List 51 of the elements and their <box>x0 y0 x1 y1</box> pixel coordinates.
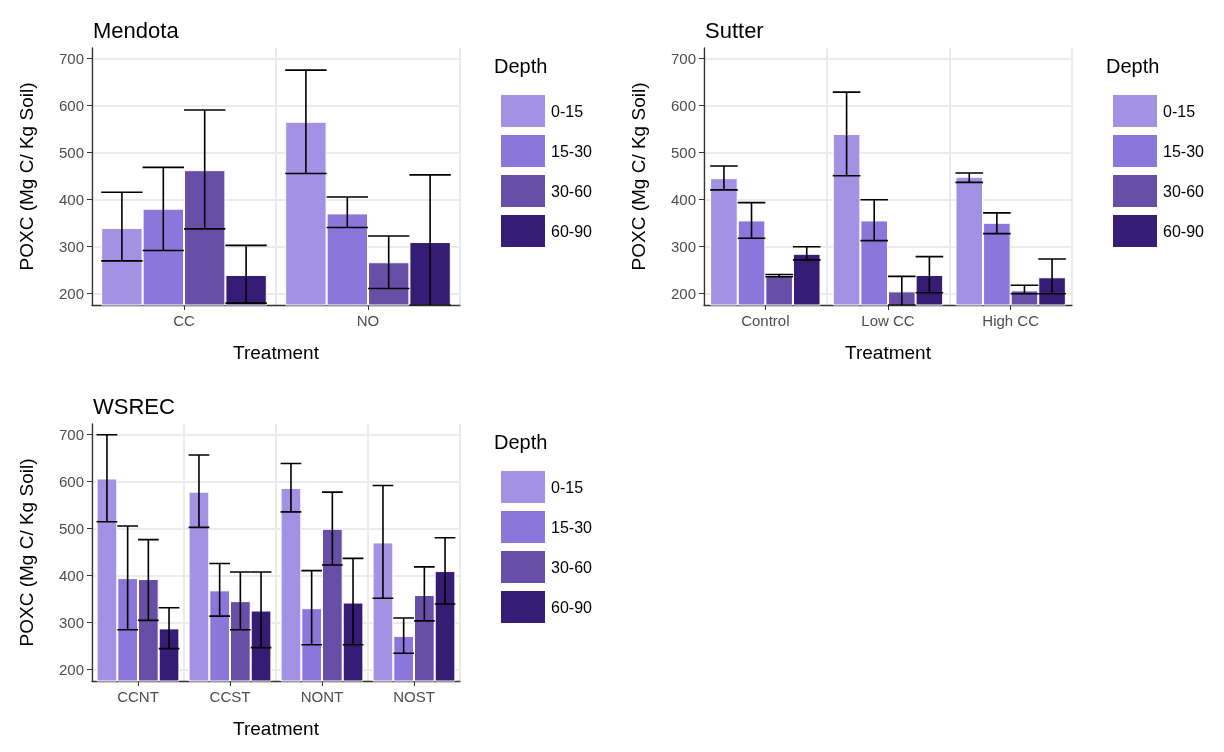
y-tick-label: 700 <box>58 49 84 67</box>
y-tick-label: 500 <box>58 143 84 161</box>
y-axis-title: POXC (Mg C/ Kg Soil) <box>16 458 37 647</box>
x-axis-title: Treatment <box>233 342 320 363</box>
x-tick-label: NOST <box>393 688 435 705</box>
y-tick-label: 300 <box>58 613 84 631</box>
legend-title: Depth <box>494 431 548 453</box>
y-tick-label: 600 <box>58 96 84 114</box>
x-tick-label: NONT <box>300 688 344 705</box>
y-axis-title: POXC (Mg C/ Kg Soil) <box>628 82 649 271</box>
legend-label: 0-15 <box>551 102 584 120</box>
legend-label: 60-90 <box>1163 222 1205 240</box>
legend-label: 15-30 <box>551 142 593 160</box>
x-tick-label: CCNT <box>117 688 159 705</box>
legend-label: 60-90 <box>551 222 593 240</box>
legend-label: 15-30 <box>551 518 593 536</box>
y-tick-label: 400 <box>670 190 696 208</box>
y-tick-label: 500 <box>670 143 696 161</box>
legend-label: 0-15 <box>1163 102 1196 120</box>
y-tick-label: 200 <box>670 284 696 302</box>
legend-label: 15-30 <box>1163 142 1205 160</box>
y-tick-label: 200 <box>58 284 84 302</box>
y-tick-label: 400 <box>58 190 84 208</box>
y-tick-label: 600 <box>670 96 696 114</box>
legend-label: 0-15 <box>551 478 584 496</box>
y-tick-label: 700 <box>58 425 84 443</box>
x-tick-label: Control <box>741 312 790 329</box>
y-tick-label: 400 <box>58 566 84 584</box>
x-tick-label: Low CC <box>861 312 915 329</box>
y-tick-label: 600 <box>58 472 84 490</box>
y-tick-label: 700 <box>670 49 696 67</box>
y-tick-label: 500 <box>58 519 84 537</box>
legend-label: 30-60 <box>1163 182 1205 200</box>
y-axis-title: POXC (Mg C/ Kg Soil) <box>16 82 37 271</box>
x-tick-label: High CC <box>982 312 1040 329</box>
legend-label: 30-60 <box>551 182 593 200</box>
y-tick-label: 300 <box>58 237 84 255</box>
x-tick-label: CCST <box>209 688 251 705</box>
legend-title: Depth <box>1106 55 1160 77</box>
x-axis-title: Treatment <box>845 342 932 363</box>
chart-title: Sutter <box>705 17 764 43</box>
legend-label: 30-60 <box>551 558 593 576</box>
y-tick-label: 300 <box>670 237 696 255</box>
chart-title: WSREC <box>93 393 175 419</box>
x-tick-label: CC <box>173 312 195 329</box>
x-tick-label: NO <box>356 312 380 329</box>
chart-title: Mendota <box>93 17 180 43</box>
legend-label: 60-90 <box>551 598 593 616</box>
y-tick-label: 200 <box>58 660 84 678</box>
x-axis-title: Treatment <box>233 718 320 739</box>
legend-title: Depth <box>494 55 548 77</box>
